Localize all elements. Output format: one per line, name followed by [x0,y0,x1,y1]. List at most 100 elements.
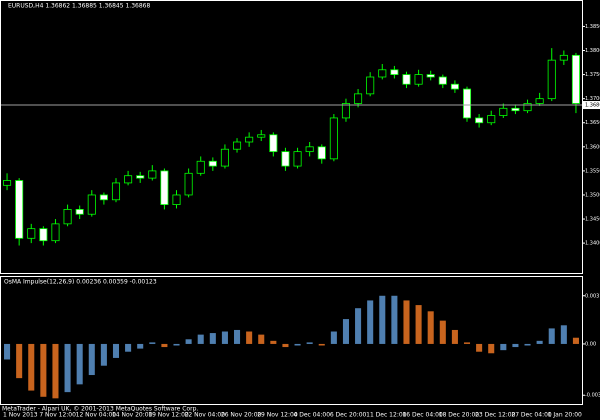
candle-body [438,76,447,85]
candle-body [220,148,229,167]
y-tick-label: 1.34500 [585,217,600,223]
candle-body [329,117,338,160]
candle-body [196,160,205,174]
candle-body [499,107,508,116]
candle-body [317,146,326,160]
osma-bar [451,329,458,344]
y-tick-label: 1.38000 [585,48,600,54]
y-tick-label: 1.34000 [585,241,600,247]
osma-bar [100,343,107,366]
candle-body [15,180,24,239]
osma-bar [294,343,301,346]
candle-body [111,182,121,201]
indicator-title: OsMA Impulse(12,26,9) 0.00236 0.00359 -0… [4,279,157,286]
x-tick-label: 29 Nov 12:00 [257,412,298,419]
indicator-pane-border [0,276,583,405]
candle-body [51,223,60,242]
osma-bar [149,342,156,344]
price-title: EURUSD,H4 1.36862 1.36885 1.36845 1.3686… [8,3,150,10]
osma-bar [524,343,531,346]
osma-bar [64,343,71,393]
osma-bar [282,343,289,348]
osma-bar [88,343,95,376]
y-tick-label: 1.38500 [585,24,600,30]
candle-body [124,175,133,184]
osma-bar [173,343,180,346]
osma-bar [355,308,362,344]
osma-bar [439,320,446,344]
osma-bar [246,331,253,344]
x-tick-label: 14 Nov 20:00 [112,412,153,419]
candle-body [293,151,302,167]
candle-body [160,170,169,205]
x-tick-label: 6 Dec 20:00 [330,412,367,419]
candle-body [390,69,399,75]
candle-body [487,115,496,124]
osma-bar [4,343,11,360]
x-tick-label: 27 Dec 04:00 [511,412,552,419]
candle-body [172,194,181,205]
candle-body [366,76,375,95]
candle-body [462,88,472,119]
candle-body [426,74,435,78]
candle-body [184,172,193,196]
candle-body [354,93,363,104]
osma-bar [560,325,567,344]
candle-body [414,74,423,85]
y-tick-label: 1.35000 [585,192,600,198]
candle-body [63,209,72,225]
osma-bar [548,328,555,344]
x-tick-label: 7 Nov 12:00 [39,412,76,419]
candle-body [87,194,96,215]
candle-body [232,141,242,150]
osma-bar [52,343,59,399]
x-tick-label: 26 Nov 20:00 [221,412,262,419]
osma-bar [318,343,325,346]
candle-body [148,170,157,179]
osma-bar [306,342,313,344]
osma-bar [16,343,23,379]
x-tick-label: 22 Nov 04:00 [185,412,226,419]
candle-body [208,160,217,167]
x-tick-label: 1 Jan 20:00 [548,412,582,419]
y-tick-label: 1.35500 [585,168,600,174]
osma-bar [234,329,241,344]
osma-bar [330,331,337,344]
x-tick-label: 11 Dec 12:00 [366,412,407,419]
candle-body [27,228,36,239]
price-pane-border [0,0,583,274]
osma-bar [500,343,507,351]
osma-bar [403,300,410,344]
candle-body [523,103,532,112]
osma-bar [112,343,120,358]
candle-body [39,228,48,242]
y-tick-label: 0.00310 [585,293,600,299]
y-tick-label: -0.00330 [585,393,600,399]
candle-body [99,194,108,201]
osma-bar [270,340,277,344]
osma-bar [125,343,132,352]
osma-bar [476,343,483,352]
y-tick-label: 1.37000 [585,96,600,102]
x-tick-label: 19 Nov 12:00 [148,412,189,419]
x-tick-label: 4 Dec 04:00 [294,412,331,419]
osma-bar [258,334,265,344]
candle-body [341,103,350,119]
osma-bar [427,311,434,344]
x-tick-label: 16 Dec 04:00 [402,412,443,419]
osma-bar [342,319,349,344]
y-tick-label: 1.36000 [585,144,600,150]
candle-body [475,117,484,124]
candle-body [378,69,387,78]
candle-body [571,54,580,104]
candle-body [402,74,411,85]
current-price-label: 1.36868 [585,103,600,109]
osma-bar [415,305,422,344]
osma-bar [137,343,144,349]
osma-bar [28,343,35,391]
osma-bar [40,343,47,397]
osma-bar [185,339,192,344]
candle-body [281,151,290,167]
osma-bar [209,333,216,344]
